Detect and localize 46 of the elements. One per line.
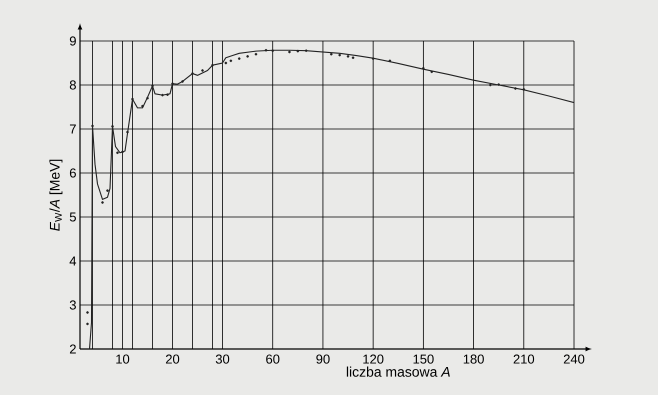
point: [288, 50, 291, 54]
point: [181, 80, 184, 83]
x-tick-label: 240: [564, 354, 584, 364]
point: [246, 55, 249, 58]
y-tick-label: 6: [70, 168, 76, 178]
point: [338, 54, 341, 56]
point: [201, 69, 204, 72]
point: [166, 93, 169, 96]
x-tick-label: 60: [266, 354, 280, 364]
y-tick-label: 8: [70, 80, 76, 90]
point: [146, 96, 149, 100]
y-tick-label: 2: [70, 344, 76, 354]
point: [126, 130, 129, 134]
point: [330, 52, 333, 56]
point: [352, 56, 354, 60]
x-tick-label: 120: [363, 354, 384, 364]
point: [106, 189, 109, 192]
point: [101, 201, 104, 204]
point: [238, 57, 241, 60]
point: [271, 49, 274, 52]
x-tick-label: 90: [316, 354, 330, 364]
y-tick-label: 3: [70, 300, 76, 310]
x-tick-label: 210: [514, 354, 534, 364]
point: [254, 52, 258, 56]
point: [304, 49, 308, 52]
point: [86, 322, 89, 326]
point: [346, 55, 350, 58]
point: [116, 151, 119, 154]
y-tick-label: 4: [70, 256, 76, 266]
x-tick-label: 180: [464, 354, 484, 364]
x-tick-label: 30: [216, 354, 230, 364]
x-axis-title: liczba masowa A: [346, 366, 450, 377]
y-tick-label: 9: [70, 36, 76, 46]
point: [86, 311, 89, 314]
x-tick-label: 150: [414, 354, 434, 364]
point: [141, 104, 144, 108]
x-tick-label: 10: [116, 354, 130, 364]
point: [264, 48, 268, 52]
y-tick-label: 5: [70, 212, 76, 222]
point: [224, 62, 228, 64]
point: [230, 60, 232, 62]
x-tick-label: 20: [166, 354, 180, 364]
y-tick-label: 7: [70, 124, 76, 134]
point: [489, 84, 492, 86]
point: [388, 60, 392, 62]
point: [430, 70, 434, 74]
